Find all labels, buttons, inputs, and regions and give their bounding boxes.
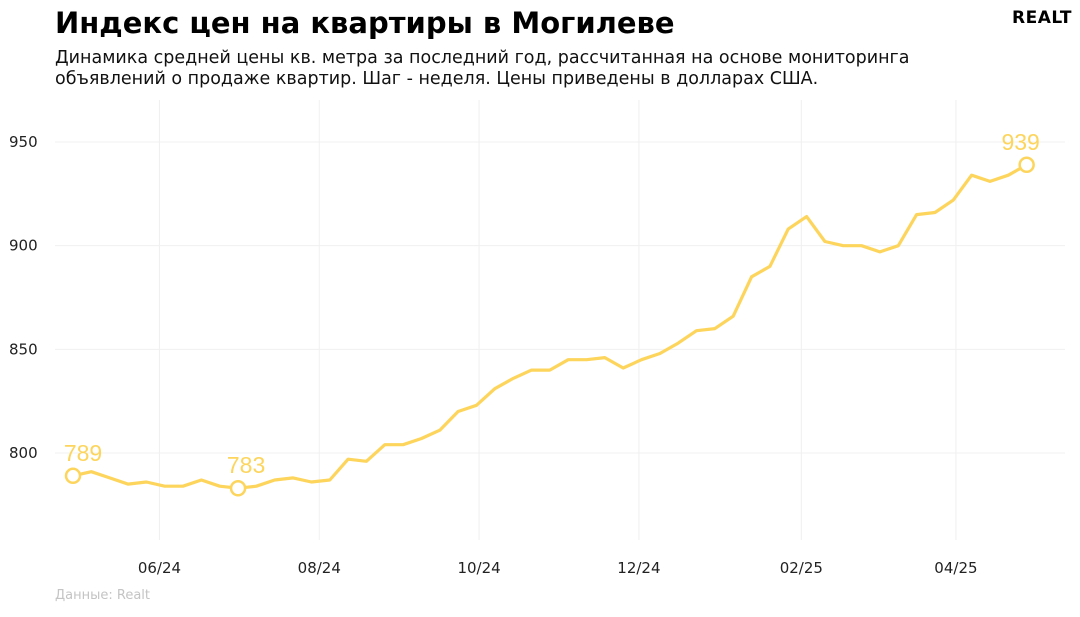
y-tick-label: 950	[9, 133, 38, 151]
annotation-marker	[229, 479, 247, 497]
realt-logo: REALT	[1012, 8, 1072, 28]
grid-lines	[55, 100, 1065, 540]
y-axis-ticks: 800 850 900 950	[9, 133, 38, 462]
y-tick-label: 850	[9, 340, 38, 358]
x-axis-ticks: 06/24 08/24 10/24 12/24 02/25 04/25	[138, 559, 978, 577]
x-tick-label: 02/25	[780, 559, 823, 577]
annotation-label: 789	[64, 440, 102, 466]
y-tick-label: 800	[9, 444, 38, 462]
annotation-marker	[1018, 156, 1035, 174]
annotation-label: 783	[227, 452, 265, 478]
x-tick-label: 08/24	[298, 559, 341, 577]
x-tick-label: 12/24	[617, 559, 660, 577]
x-tick-label: 06/24	[138, 559, 181, 577]
annotation-marker	[64, 467, 82, 485]
data-annotations: 789 783 939	[64, 129, 1040, 497]
y-tick-label: 900	[9, 237, 38, 255]
chart-title: Индекс цен на квартиры в Могилеве	[55, 6, 675, 40]
data-source: Данные: Realt	[55, 588, 151, 603]
x-tick-label: 10/24	[457, 559, 500, 577]
chart-subtitle: Динамика средней цены кв. метра за после…	[55, 48, 910, 89]
price-series-line	[71, 163, 1029, 490]
annotation-label: 939	[1001, 129, 1039, 155]
x-tick-label: 04/25	[934, 559, 977, 577]
